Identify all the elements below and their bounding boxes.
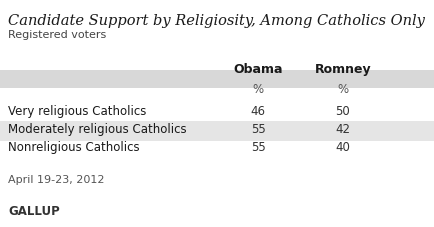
Text: Romney: Romney xyxy=(315,63,371,76)
Text: %: % xyxy=(337,83,349,96)
Text: Very religious Catholics: Very religious Catholics xyxy=(8,105,146,118)
Text: Nonreligious Catholics: Nonreligious Catholics xyxy=(8,141,140,154)
Text: 46: 46 xyxy=(251,105,266,118)
Text: April 19-23, 2012: April 19-23, 2012 xyxy=(8,175,105,185)
Text: 40: 40 xyxy=(335,141,350,154)
Text: 42: 42 xyxy=(335,123,350,136)
Text: Registered voters: Registered voters xyxy=(8,30,106,40)
Bar xyxy=(0,70,434,88)
Text: Moderately religious Catholics: Moderately religious Catholics xyxy=(8,123,187,136)
Bar xyxy=(0,121,434,141)
Text: Candidate Support by Religiosity, Among Catholics Only: Candidate Support by Religiosity, Among … xyxy=(8,14,425,28)
Text: 50: 50 xyxy=(335,105,350,118)
Text: Obama: Obama xyxy=(233,63,283,76)
Text: GALLUP: GALLUP xyxy=(8,205,60,218)
Text: 55: 55 xyxy=(251,123,266,136)
Text: 55: 55 xyxy=(251,141,266,154)
Text: %: % xyxy=(253,83,264,96)
